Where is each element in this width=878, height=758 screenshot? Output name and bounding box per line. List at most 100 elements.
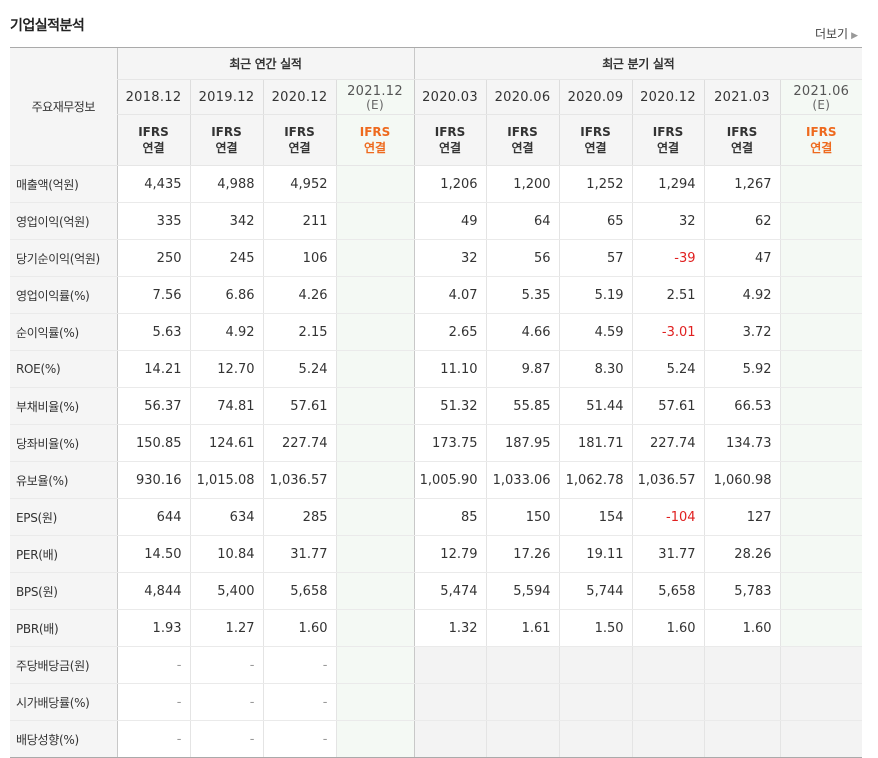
table-cell: 12.79 bbox=[413, 535, 487, 573]
period-label: 2021.06 bbox=[793, 83, 850, 99]
table-cell: 7.56 bbox=[116, 276, 190, 314]
table-cell: 1.50 bbox=[558, 609, 633, 647]
table-cell bbox=[335, 720, 415, 758]
type-standard: IFRS bbox=[359, 125, 391, 139]
table-cell: 1.60 bbox=[631, 609, 705, 647]
table-cell bbox=[558, 720, 633, 758]
table-cell: 930.16 bbox=[116, 461, 190, 499]
period-label: 2021.03 bbox=[714, 89, 770, 105]
table-cell: 211 bbox=[262, 202, 336, 240]
table-cell: 106 bbox=[262, 239, 336, 277]
table-cell bbox=[413, 720, 487, 758]
table-cell: 4,952 bbox=[262, 165, 336, 203]
accounting-type: IFRS 연결 bbox=[189, 114, 263, 166]
table-cell: 4,435 bbox=[116, 165, 190, 203]
table-cell: 1,200 bbox=[485, 165, 560, 203]
type-standard: IFRS bbox=[434, 125, 466, 139]
table-cell: 51.44 bbox=[558, 387, 633, 425]
table-cell: 134.73 bbox=[703, 424, 781, 462]
table-cell: 5,594 bbox=[485, 572, 560, 610]
row-label: PBR(배) bbox=[10, 609, 117, 647]
table-cell: 1,036.57 bbox=[262, 461, 336, 499]
table-cell bbox=[485, 646, 560, 684]
table-cell: 3.72 bbox=[703, 313, 781, 351]
row-label: EPS(원) bbox=[10, 498, 117, 536]
chevron-right-icon: ▶ bbox=[851, 31, 858, 41]
table-cell bbox=[413, 683, 487, 721]
quarter-group-header: 최근 분기 실적 bbox=[413, 47, 863, 80]
table-cell: 64 bbox=[485, 202, 560, 240]
table-cell: 285 bbox=[262, 498, 336, 536]
type-scope: 연결 bbox=[511, 141, 534, 155]
table-row: 유보율(%) 930.16 1,015.08 1,036.57 1,005.90 1,03… bbox=[10, 461, 863, 499]
financial-table: 주요재무정보 최근 연간 실적 최근 분기 실적 2018.12 2019.12 2… bbox=[10, 47, 863, 758]
period-label: 2020.12 bbox=[271, 89, 328, 105]
period-label: 2020.12 bbox=[640, 89, 696, 105]
type-standard: IFRS bbox=[726, 125, 758, 139]
table-cell bbox=[703, 683, 781, 721]
row-label: 당좌비율(%) bbox=[10, 424, 117, 462]
table-cell bbox=[335, 276, 415, 314]
table-cell bbox=[779, 387, 863, 425]
table-cell bbox=[631, 683, 705, 721]
table-cell: 1,252 bbox=[558, 165, 633, 203]
table-row: 당좌비율(%) 150.85 124.61 227.74 173.75 187.95 181… bbox=[10, 424, 863, 462]
table-cell bbox=[413, 646, 487, 684]
table-cell: 1,005.90 bbox=[413, 461, 487, 499]
table-cell: - bbox=[189, 720, 263, 758]
table-cell: 4.92 bbox=[189, 313, 263, 351]
row-label: 순이익률(%) bbox=[10, 313, 117, 351]
table-cell: 5.19 bbox=[558, 276, 633, 314]
table-cell bbox=[779, 424, 863, 462]
table-cell: 1,206 bbox=[413, 165, 487, 203]
table-cell: - bbox=[262, 683, 336, 721]
table-cell bbox=[485, 683, 560, 721]
table-cell bbox=[335, 387, 415, 425]
estimate-mark: (E) bbox=[812, 97, 831, 112]
table-row: 부채비율(%) 56.37 74.81 57.61 51.32 55.85 51.44 57.… bbox=[10, 387, 863, 425]
table-cell: 2.65 bbox=[413, 313, 487, 351]
period-header: 2020.12 bbox=[631, 79, 705, 115]
table-cell bbox=[335, 609, 415, 647]
row-label: 배당성향(%) bbox=[10, 720, 117, 758]
table-row: EPS(원) 644 634 285 85 150 154 -104 127 bbox=[10, 498, 863, 536]
type-scope: 연결 bbox=[656, 141, 680, 155]
table-cell: 14.50 bbox=[116, 535, 190, 573]
table-cell: 1,015.08 bbox=[189, 461, 263, 499]
table-cell: 5,783 bbox=[703, 572, 781, 610]
section-title: 기업실적분석 bbox=[10, 18, 85, 34]
row-label: ROE(%) bbox=[10, 350, 117, 388]
table-cell: 150.85 bbox=[116, 424, 190, 462]
table-cell: 85 bbox=[413, 498, 487, 536]
type-scope: 연결 bbox=[215, 141, 238, 155]
row-label: 시가배당률(%) bbox=[10, 683, 117, 721]
period-header: 2018.12 bbox=[116, 79, 190, 115]
period-header: 2020.12 bbox=[262, 79, 336, 115]
row-label: 주당배당금(원) bbox=[10, 646, 117, 684]
table-cell: -39 bbox=[631, 239, 705, 277]
table-cell: 173.75 bbox=[413, 424, 487, 462]
table-row: 당기순이익(억원) 250 245 106 32 56 57 -39 47 bbox=[10, 239, 863, 277]
table-cell: 4.59 bbox=[558, 313, 633, 351]
table-cell: 1.60 bbox=[262, 609, 336, 647]
table-cell: - bbox=[116, 720, 190, 758]
type-standard: IFRS bbox=[806, 125, 837, 139]
table-cell: 1.61 bbox=[485, 609, 560, 647]
table-cell: 17.26 bbox=[485, 535, 560, 573]
table-row: PER(배) 14.50 10.84 31.77 12.79 17.26 19.11 31.7… bbox=[10, 535, 863, 573]
table-cell bbox=[335, 572, 415, 610]
table-cell: - bbox=[189, 646, 263, 684]
table-cell: 74.81 bbox=[189, 387, 263, 425]
table-cell: - bbox=[116, 646, 190, 684]
table-row: ROE(%) 14.21 12.70 5.24 11.10 9.87 8.30 5.24 5.9… bbox=[10, 350, 863, 388]
estimate-mark: (E) bbox=[366, 97, 384, 112]
table-cell: 4,988 bbox=[189, 165, 263, 203]
period-header: 2020.06 bbox=[485, 79, 560, 115]
table-cell: 1.60 bbox=[703, 609, 781, 647]
type-scope: 연결 bbox=[730, 141, 754, 155]
period-label: 2020.03 bbox=[422, 89, 478, 105]
table-cell bbox=[779, 202, 863, 240]
table-cell: 1.32 bbox=[413, 609, 487, 647]
table-cell: 32 bbox=[413, 239, 487, 277]
more-link[interactable]: 더보기 ▶ bbox=[815, 25, 858, 42]
